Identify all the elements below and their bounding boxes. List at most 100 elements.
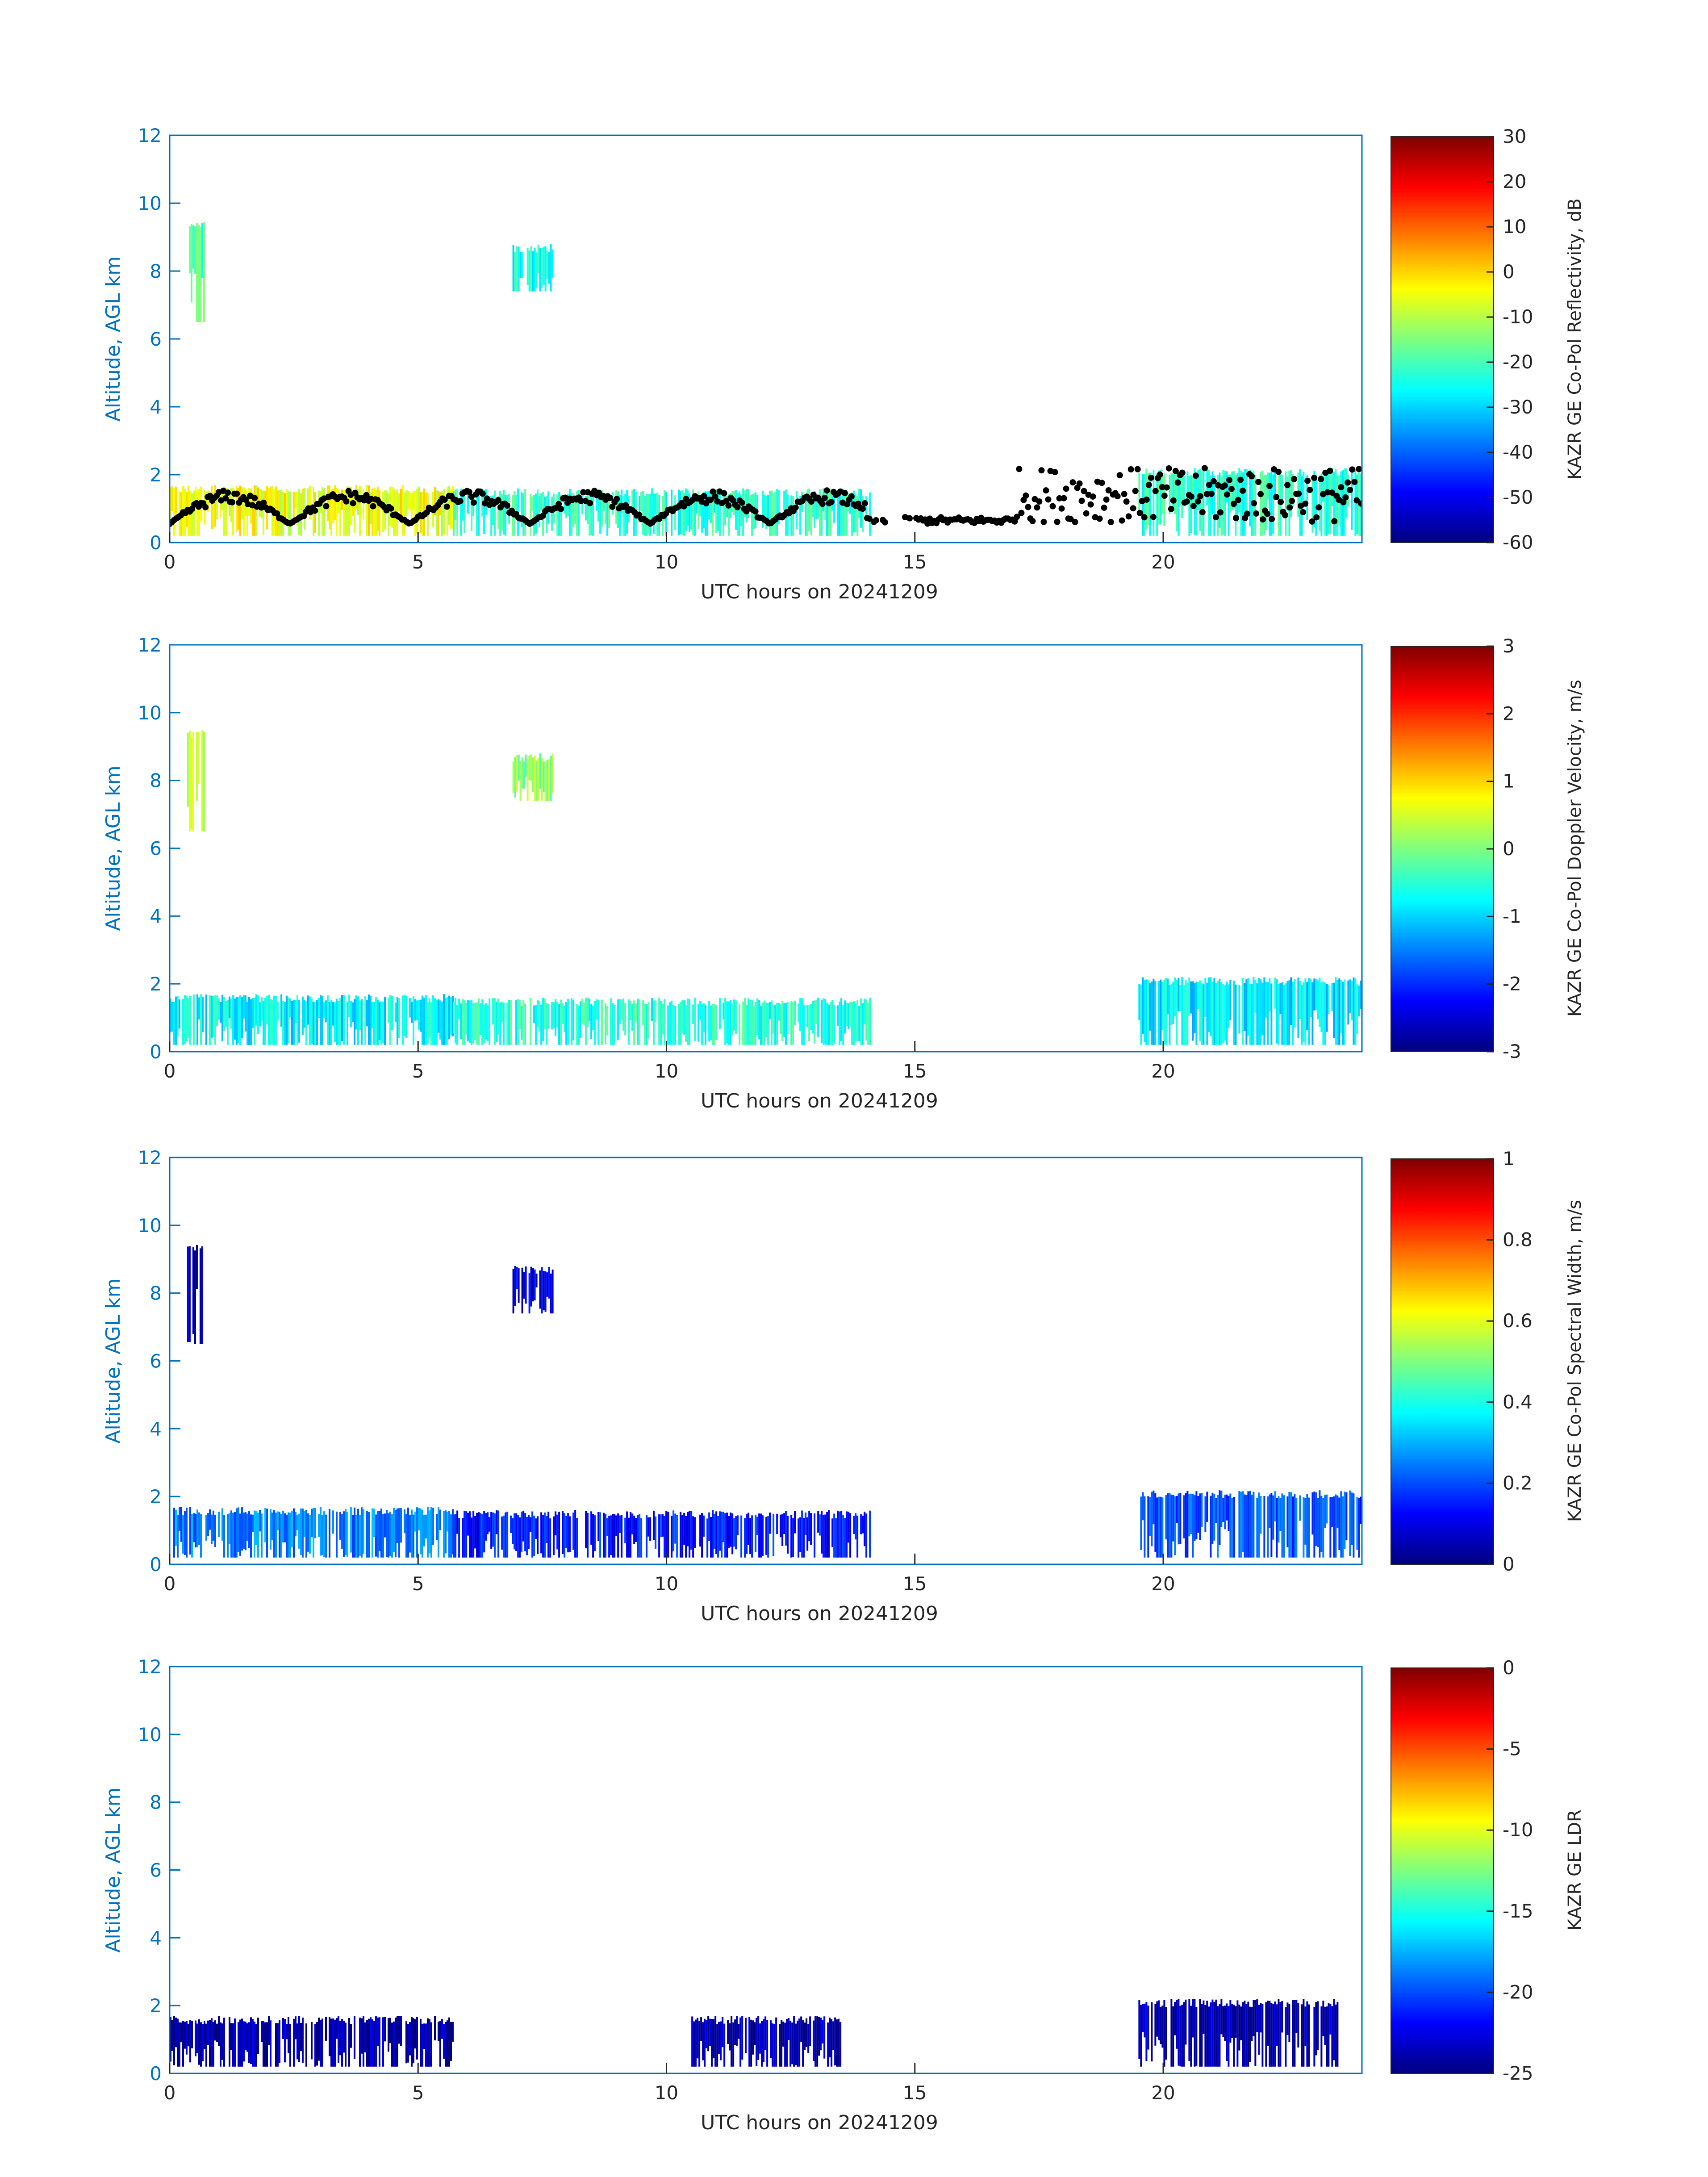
cloud-base-point xyxy=(1045,496,1052,503)
cloud-streak xyxy=(1220,1491,1223,1527)
cloud-streak xyxy=(701,1004,703,1045)
cloud-streak xyxy=(762,490,764,528)
cloud-streak xyxy=(530,493,532,536)
cloud-streak xyxy=(1195,982,1198,1045)
cloud-streak xyxy=(518,247,520,292)
cloud-streak xyxy=(832,2021,835,2050)
cloud-streak xyxy=(397,996,398,1045)
cloud-streak xyxy=(560,495,562,536)
cloud-streak xyxy=(1292,982,1294,1045)
cloud-streak xyxy=(685,1516,687,1558)
cloud-streak xyxy=(189,996,191,1045)
cloud-streak xyxy=(375,1514,377,1557)
cloud-streak xyxy=(544,496,546,511)
cloud-base-point xyxy=(1014,514,1020,520)
cloud-base-point xyxy=(251,495,258,501)
cloud-base-point xyxy=(1105,487,1112,494)
cloud-streak xyxy=(238,1507,239,1552)
cloud-streak xyxy=(171,1002,173,1032)
cloud-streak xyxy=(467,493,469,514)
colorbar-tick-label: -30 xyxy=(1503,396,1533,418)
cloud-streak xyxy=(1215,1999,1217,2067)
cloud-streak xyxy=(1311,476,1314,533)
cloud-streak xyxy=(755,1002,757,1045)
cloud-streak xyxy=(810,494,812,536)
cloud-streak xyxy=(732,2022,735,2067)
cloud-streak xyxy=(373,1002,375,1045)
cloud-streak xyxy=(1256,1999,1258,2032)
cloud-streak xyxy=(393,2021,395,2067)
cloud-base-point xyxy=(1199,509,1206,515)
cloud-streak xyxy=(373,2021,375,2067)
cloud-streak xyxy=(715,489,718,533)
cloud-streak xyxy=(722,1512,725,1542)
colorbar-gradient xyxy=(1391,136,1494,543)
cloud-base-point xyxy=(743,508,750,514)
cloud-streak xyxy=(341,2019,343,2067)
cloud-streak xyxy=(550,756,552,801)
cloud-streak xyxy=(1222,984,1224,1044)
cloud-base-point xyxy=(1192,472,1199,479)
cloud-streak xyxy=(332,1510,334,1534)
cloud-streak xyxy=(481,999,484,1045)
cloud-streak xyxy=(764,494,766,520)
cloud-base-point xyxy=(841,490,848,497)
cloud-streak xyxy=(209,2020,211,2067)
cloud-streak xyxy=(821,1511,823,1554)
cloud-streak xyxy=(735,1000,737,1034)
cloud-streak xyxy=(865,496,868,521)
cloud-streak xyxy=(758,999,760,1039)
x-tick-label: 20 xyxy=(1151,2082,1175,2104)
cloud-streak xyxy=(603,496,605,511)
cloud-streak xyxy=(1320,1496,1323,1552)
cloud-streak xyxy=(456,1510,459,1534)
cloud-streak xyxy=(1304,2006,1307,2046)
cloud-streak xyxy=(171,486,173,511)
cloud-streak xyxy=(458,1518,460,1558)
cloud-streak xyxy=(366,485,368,536)
cloud-streak xyxy=(472,1511,475,1558)
cloud-streak xyxy=(774,491,777,536)
cloud-streak xyxy=(361,1507,363,1558)
cloud-streak xyxy=(1342,1496,1344,1558)
cloud-streak xyxy=(717,492,719,531)
cloud-streak xyxy=(544,998,546,1029)
cloud-streak xyxy=(1210,2002,1212,2067)
cloud-streak xyxy=(713,2019,715,2058)
cloud-streak xyxy=(405,1514,407,1558)
cloud-streak xyxy=(404,492,405,536)
cloud-base-point xyxy=(222,495,229,502)
cloud-streak xyxy=(1251,1495,1253,1558)
cloud-streak xyxy=(266,2022,268,2067)
cloud-streak xyxy=(170,2017,171,2062)
cloud-streak xyxy=(1142,474,1144,536)
cloud-streak xyxy=(359,1514,361,1556)
cloud-streak xyxy=(275,996,277,1045)
cloud-streak xyxy=(438,2021,439,2041)
cloud-streak xyxy=(624,494,626,536)
cloud-streak xyxy=(465,1511,468,1558)
cloud-streak xyxy=(282,1000,284,1045)
cloud-streak xyxy=(416,488,418,534)
cloud-streak xyxy=(314,1002,316,1045)
cloud-streak xyxy=(812,1001,814,1034)
cloud-base-point xyxy=(1107,518,1114,525)
cloud-base-point xyxy=(1123,498,1130,505)
cloud-streak xyxy=(305,1001,307,1045)
cloud-streak xyxy=(535,1273,538,1287)
cloud-streak xyxy=(544,1513,546,1558)
cloud-streak xyxy=(1333,982,1335,1038)
cloud-streak xyxy=(471,1000,473,1045)
cloud-streak xyxy=(268,487,270,512)
cloud-streak xyxy=(1249,1491,1251,1558)
cloud-base-point xyxy=(1197,493,1203,500)
cloud-streak xyxy=(471,495,473,531)
cloud-base-point xyxy=(504,502,510,509)
cloud-base-point xyxy=(260,499,267,506)
cloud-streak xyxy=(213,1510,214,1541)
cloud-streak xyxy=(184,1511,186,1555)
cloud-streak xyxy=(1169,1493,1171,1558)
cloud-streak xyxy=(389,995,391,1045)
cloud-streak xyxy=(350,1507,352,1553)
cloud-streak xyxy=(497,496,500,530)
